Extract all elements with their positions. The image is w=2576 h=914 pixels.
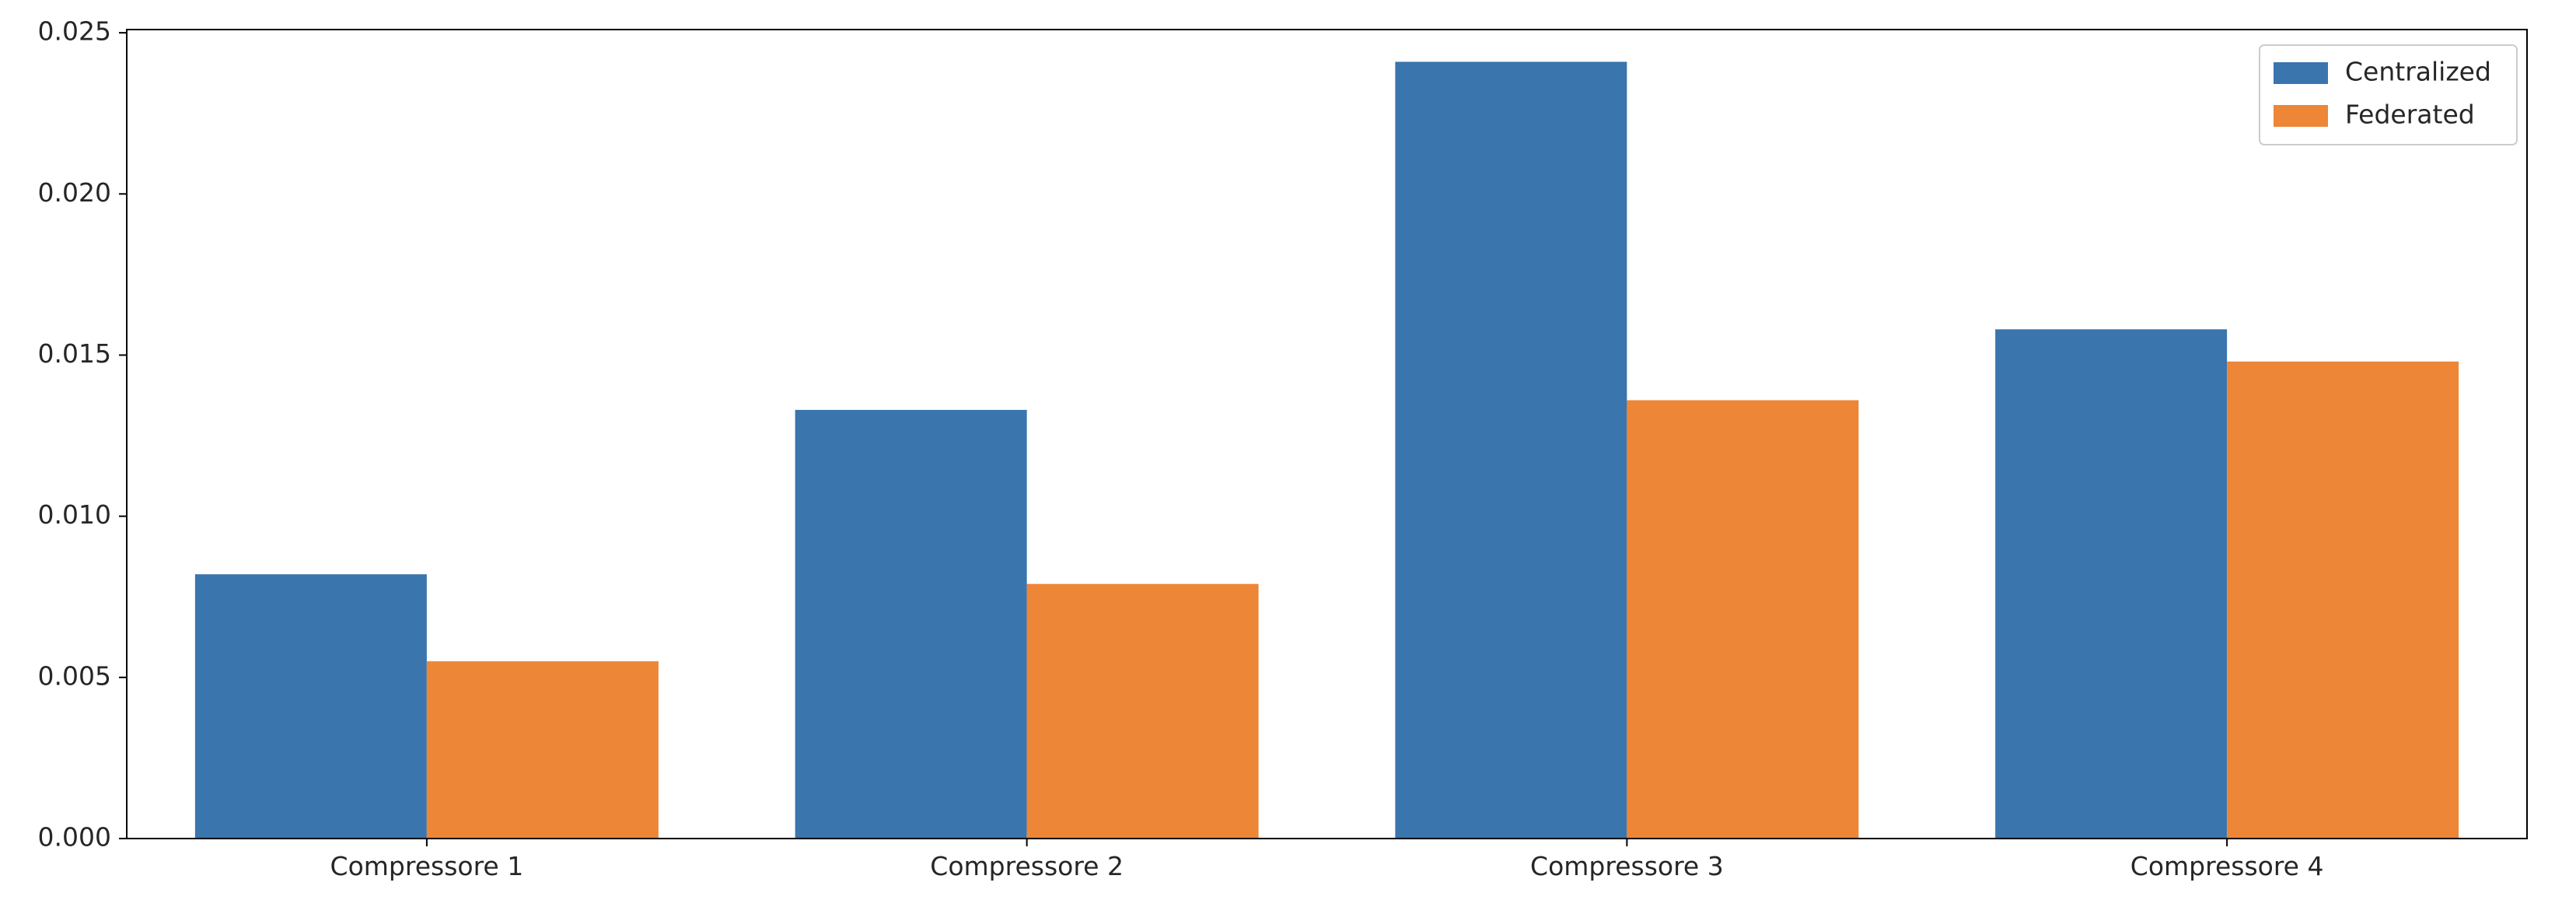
bar-federated-4 <box>2227 361 2459 839</box>
bar-centralized-1 <box>194 574 427 839</box>
x-tick-label: Compressore 2 <box>930 851 1124 881</box>
bar-centralized-2 <box>795 409 1027 839</box>
y-axis: 0.000 0.005 0.010 0.015 0.020 0.025 <box>38 16 127 853</box>
x-tick-label: Compressore 3 <box>1530 851 1724 881</box>
x-axis: Compressore 1 Compressore 2 Compressore 3 C… <box>330 839 2324 881</box>
x-tick-label: Compressore 4 <box>2130 851 2324 881</box>
y-tick-label: 0.025 <box>38 16 111 47</box>
y-tick-label: 0.005 <box>38 660 111 691</box>
y-tick-label: 0.010 <box>38 499 111 530</box>
legend-label-federated: Federated <box>2345 100 2475 130</box>
legend-label-centralized: Centralized <box>2345 57 2491 87</box>
y-tick-label: 0.000 <box>38 822 111 853</box>
bars-layer <box>194 61 2459 839</box>
bar-federated-3 <box>1627 400 1859 839</box>
legend-swatch-federated <box>2274 105 2328 127</box>
bar-centralized-3 <box>1395 61 1627 839</box>
y-tick-label: 0.015 <box>38 338 111 369</box>
bar-centralized-4 <box>1995 329 2228 839</box>
bar-federated-2 <box>1026 583 1259 839</box>
x-tick-label: Compressore 1 <box>330 851 524 881</box>
plot-frame <box>126 29 2528 839</box>
y-tick-label: 0.020 <box>38 177 111 208</box>
legend: Centralized Federated <box>2259 44 2518 145</box>
legend-swatch-centralized <box>2274 62 2328 84</box>
bar-federated-1 <box>426 661 659 839</box>
